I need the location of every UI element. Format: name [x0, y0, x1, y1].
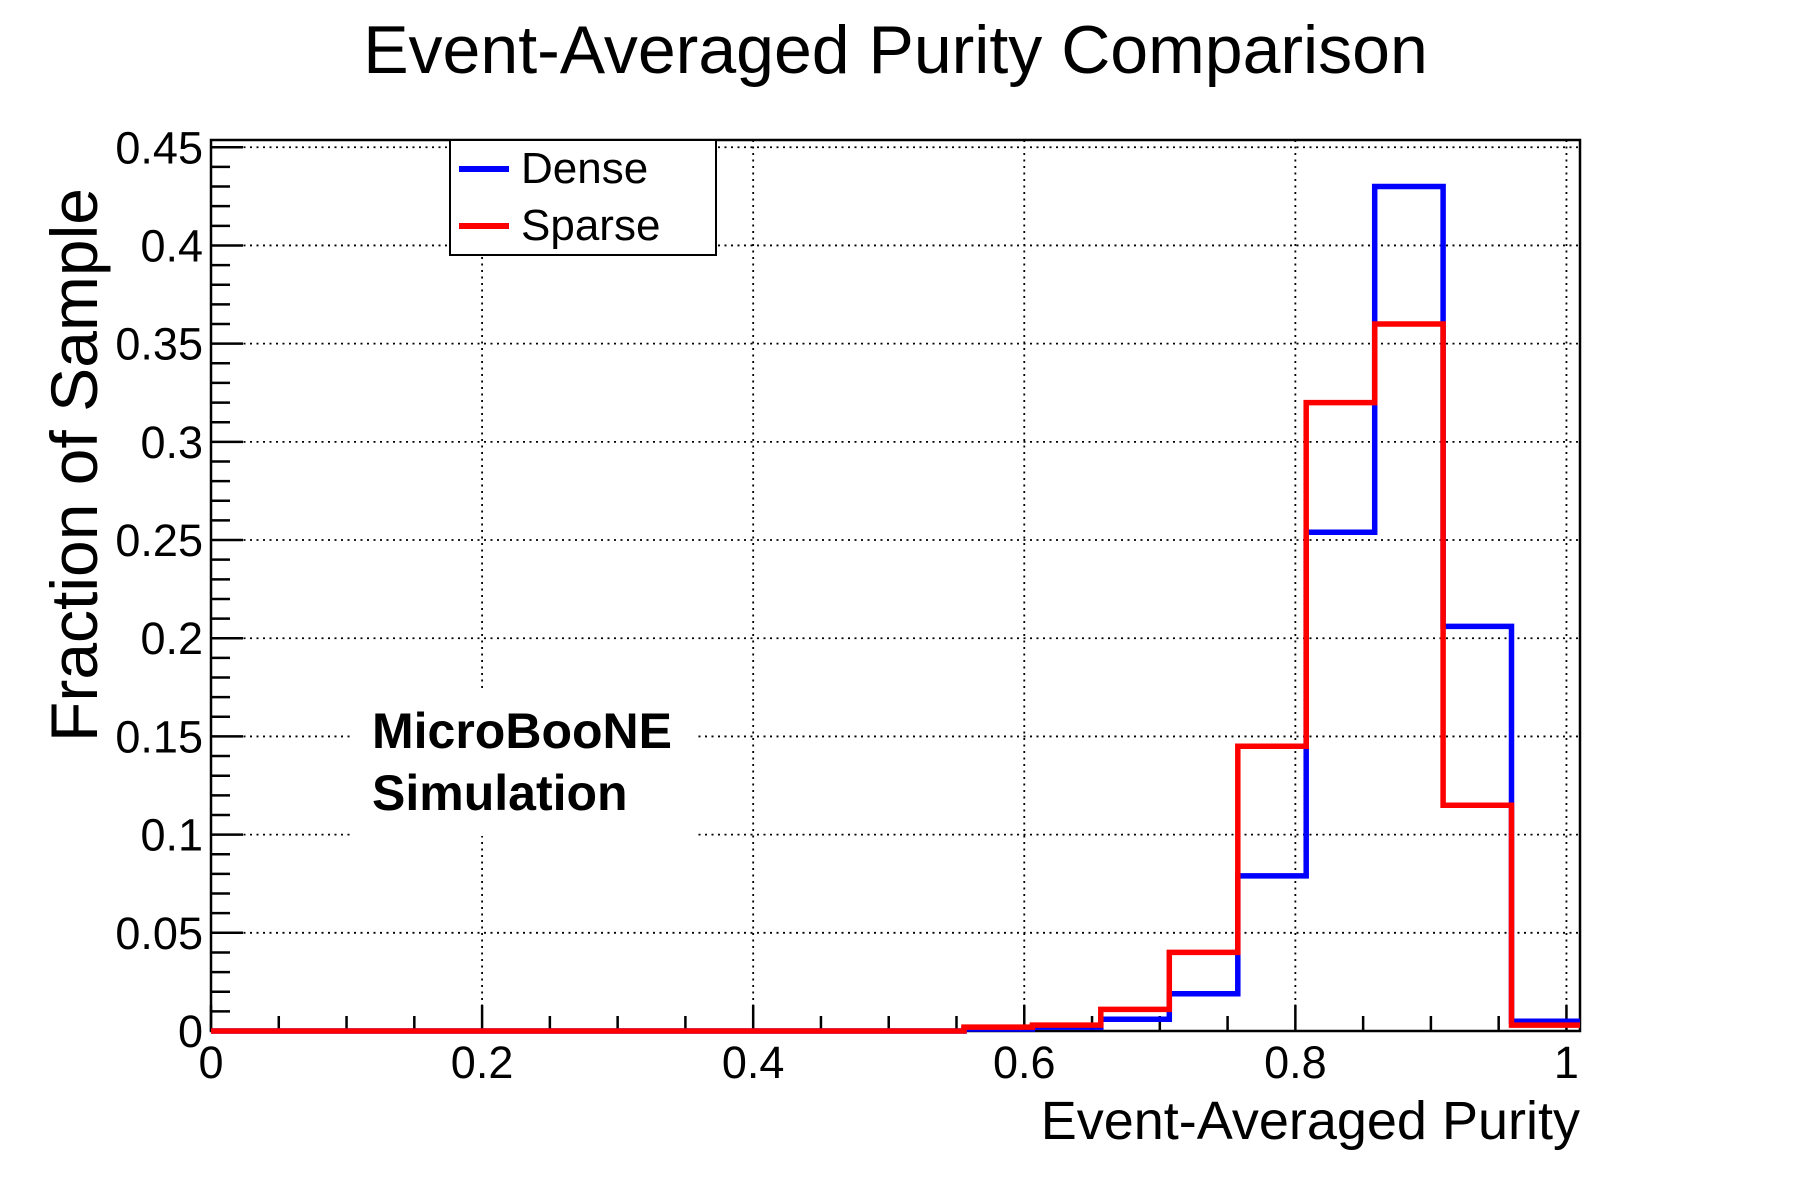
legend-label-sparse: Sparse [521, 200, 661, 250]
x-tick-label: 1 [1554, 1037, 1579, 1088]
y-tick-label: 0.2 [140, 613, 203, 664]
experiment-watermark: MicroBooNE Simulation [352, 692, 696, 836]
legend-line-swatch-sparse [459, 222, 509, 229]
histogram-outline-dense [211, 183, 1580, 1034]
legend-label-dense: Dense [521, 144, 649, 194]
x-axis-title: Event-Averaged Purity [1040, 1091, 1580, 1151]
y-tick-label: 0.35 [115, 319, 203, 370]
chart-title: Event-Averaged Purity Comparison [363, 12, 1428, 88]
histograms [211, 183, 1580, 1034]
y-axis-title: Fraction of Sample [37, 188, 111, 742]
x-tick-label: 0.4 [722, 1037, 785, 1088]
y-tick-label: 0.05 [115, 908, 203, 959]
legend-line-swatch-dense [459, 166, 509, 173]
axes: 0 0.2 0.4 0.6 0.8 1 0 0.05 0.1 0.15 0.2 0.25 0.3 0.35… [115, 122, 1582, 1088]
legend-entry-sparse: Sparse [451, 198, 715, 255]
legend-entry-dense: Dense [451, 141, 715, 198]
y-tick-label: 0 [178, 1006, 203, 1057]
y-tick-label: 0.3 [140, 417, 203, 468]
x-tick-label: 0.2 [451, 1037, 514, 1088]
y-tick-label: 0.1 [140, 810, 203, 861]
y-tick-label: 0.25 [115, 515, 203, 566]
y-tick-label: 0.4 [140, 220, 203, 271]
x-tick-label: 0.8 [1264, 1037, 1327, 1088]
x-tick-label: 0 [198, 1037, 223, 1088]
watermark-line-1: MicroBooNE [372, 703, 672, 759]
watermark-line-2: Simulation [372, 765, 628, 821]
y-tick-label: 0.45 [115, 122, 203, 173]
x-tick-label: 0.6 [993, 1037, 1056, 1088]
histogram-outline-sparse [211, 321, 1580, 1034]
y-tick-label: 0.15 [115, 711, 203, 762]
legend: Dense Sparse [449, 139, 717, 256]
